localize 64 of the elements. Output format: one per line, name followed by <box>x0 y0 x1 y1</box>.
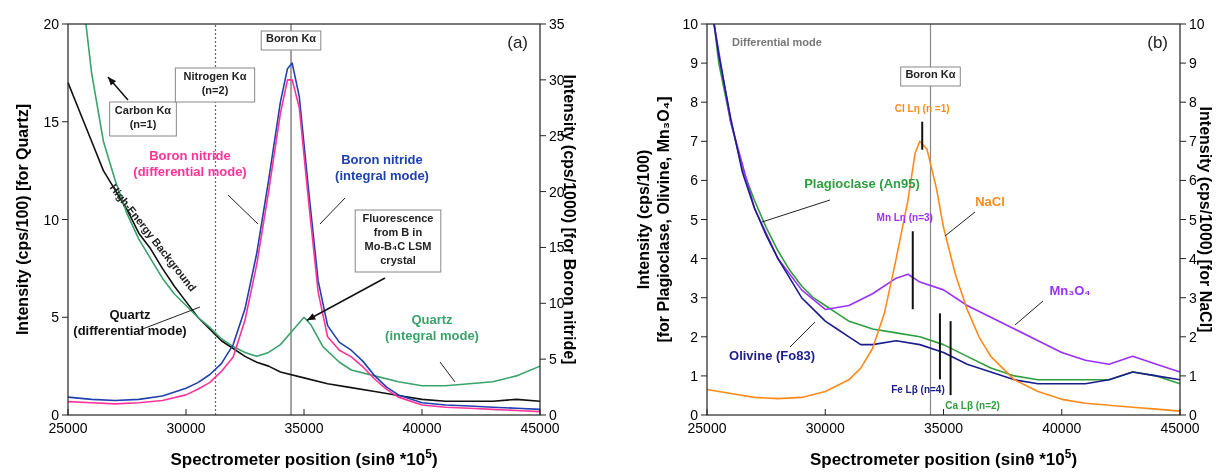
annotation: Differential mode <box>732 36 822 48</box>
annotation: Ca Lβ (n=2) <box>945 400 1000 412</box>
series-label: Quartz (differential mode) <box>73 307 187 338</box>
y-tick-label: 7 <box>690 133 699 150</box>
y2-tick-label: 2 <box>1189 328 1197 345</box>
annotation: Nitrogen Kα (n=2) <box>183 70 247 96</box>
annotation: Cl Lη (n =1) <box>894 102 950 114</box>
y2-tick-label: 0 <box>1189 407 1197 423</box>
series-label: Boron nitride (differential mode) <box>133 148 247 179</box>
y-tick-label: 3 <box>690 289 699 306</box>
x-tick-label: 30000 <box>166 420 206 436</box>
x-axis-title: Spectrometer position (sinθ *10$^{5}$) <box>809 447 1078 469</box>
y2-tick-label: 3 <box>1189 289 1197 306</box>
y-axis-title: Intensity (cps/100) [for Quartz] <box>14 103 31 336</box>
x-tick-label: 45000 <box>520 420 560 436</box>
y-tick-label: 15 <box>43 113 60 130</box>
annotation: Fluorescence from B in Mo-B₄C LSM crystal <box>362 212 434 266</box>
annotation: Carbon Kα (n=1) <box>114 104 172 130</box>
y2-tick-label: 35 <box>549 16 565 32</box>
x-axis-title: Spectrometer position (sinθ *10$^{5}$) <box>170 447 438 469</box>
annotation: (a) <box>507 33 528 52</box>
y2-tick-label: 8 <box>1189 94 1197 111</box>
x-tick-label: 40000 <box>402 420 442 436</box>
y-tick-label: 10 <box>43 211 60 228</box>
annotation: Fe Lβ (n=4) <box>891 384 945 396</box>
y2-tick-label: 0 <box>549 407 557 423</box>
y2-tick-label: 6 <box>1189 172 1197 189</box>
y2-tick-label: 1 <box>1189 367 1197 384</box>
y2-axis-title: Intensity (cps/1000) [for NaCl] <box>1197 106 1214 333</box>
y-tick-label: 10 <box>682 16 699 32</box>
text: Quartz (integral mode) <box>385 312 479 343</box>
text: NaCl <box>975 194 1005 209</box>
y-tick-label: 20 <box>43 16 60 32</box>
text: Mn₃O₄ <box>1049 283 1091 298</box>
y-tick-label: 9 <box>690 55 699 72</box>
y-tick-label: 2 <box>690 328 699 345</box>
y2-tick-label: 9 <box>1189 55 1197 72</box>
y-tick-label: 4 <box>690 250 699 267</box>
y-tick-label: 8 <box>690 94 699 111</box>
x-tick-label: 30000 <box>805 420 845 436</box>
x-tick-label: 35000 <box>924 420 964 436</box>
ref-line-label: Boron Kα <box>905 68 956 80</box>
x-tick-label: 35000 <box>284 420 324 436</box>
y-tick-label: 6 <box>690 172 699 189</box>
ref-line-label: Boron Kα <box>265 32 317 44</box>
y-tick-label: 0 <box>51 407 60 423</box>
y2-tick-label: 4 <box>1189 250 1197 267</box>
y-tick-label: 5 <box>51 309 60 326</box>
y-tick-label: 0 <box>690 407 699 423</box>
y2-tick-label: 10 <box>1189 16 1205 32</box>
x-tick-label: 25000 <box>687 420 727 436</box>
y-tick-label: 5 <box>690 211 699 228</box>
line-series <box>706 140 1181 412</box>
y2-tick-label: 5 <box>549 351 557 368</box>
y-tick-label: 1 <box>690 367 699 384</box>
text: Boron nitride (integral mode) <box>335 152 429 183</box>
x-tick-label: 40000 <box>1042 420 1082 436</box>
y-axis-title: Intensity (cps/100) [for Plagioclase, Olivine, Mn₃O₄] <box>635 96 672 343</box>
annotation: (b) <box>1147 33 1168 52</box>
y2-tick-label: 7 <box>1189 133 1197 150</box>
text: Olivine (Fo83) <box>729 348 815 363</box>
y2-tick-label: 5 <box>1189 211 1197 228</box>
x-tick-label: 25000 <box>48 420 88 436</box>
x-tick-label: 45000 <box>1160 420 1200 436</box>
